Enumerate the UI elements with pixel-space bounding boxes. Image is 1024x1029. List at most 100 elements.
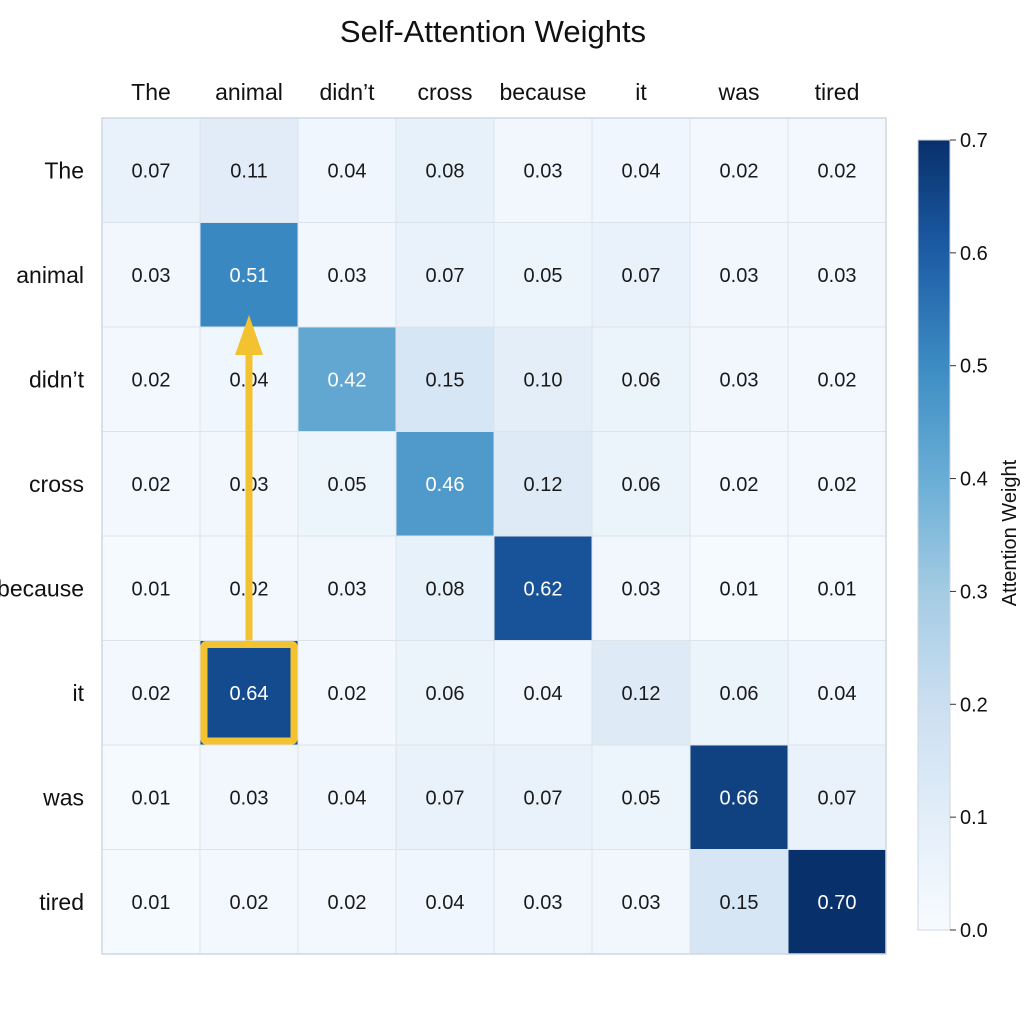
- column-label: because: [500, 79, 587, 105]
- heatmap-cell: [395, 431, 495, 537]
- cell-value-label: 0.01: [132, 787, 171, 809]
- row-label: was: [42, 784, 84, 810]
- cell-value-label: 0.12: [622, 683, 661, 705]
- colorbar-tick-label: 0.1: [960, 807, 988, 829]
- heatmap-cell: [395, 849, 495, 955]
- cell-value-label: 0.03: [622, 892, 661, 914]
- heatmap-cell: [101, 431, 201, 537]
- heatmap-cell: [395, 117, 495, 223]
- cell-value-label: 0.01: [818, 578, 857, 600]
- cell-value-label: 0.66: [720, 787, 759, 809]
- cell-value-label: 0.03: [720, 265, 759, 287]
- heatmap-cell: [101, 117, 201, 223]
- heatmap-cell: [787, 431, 887, 537]
- heatmap-cell: [101, 326, 201, 432]
- cell-value-label: 0.01: [720, 578, 759, 600]
- colorbar-tick-label: 0.0: [960, 920, 988, 942]
- cell-value-label: 0.08: [426, 578, 465, 600]
- cell-value-label: 0.02: [818, 160, 857, 182]
- heatmap-cell: [689, 535, 789, 641]
- cell-value-label: 0.03: [524, 892, 563, 914]
- cell-value-label: 0.07: [524, 787, 563, 809]
- cell-value-label: 0.02: [328, 683, 367, 705]
- cell-value-label: 0.07: [426, 265, 465, 287]
- cell-value-label: 0.05: [622, 787, 661, 809]
- cell-value-label: 0.42: [328, 369, 367, 391]
- heatmap-cell: [493, 849, 593, 955]
- heatmap-cell: [493, 117, 593, 223]
- heatmap-cell: [591, 222, 691, 328]
- heatmap-cell: [591, 117, 691, 223]
- heatmap-cell: [493, 744, 593, 850]
- cell-value-label: 0.08: [426, 160, 465, 182]
- row-label: cross: [29, 471, 84, 497]
- cell-value-label: 0.70: [818, 892, 857, 914]
- column-label: animal: [215, 79, 283, 105]
- cell-value-label: 0.04: [328, 787, 367, 809]
- heatmap-cell: [591, 326, 691, 432]
- heatmap-cell: [297, 640, 397, 746]
- heatmap-cell: [689, 222, 789, 328]
- cell-value-label: 0.02: [818, 369, 857, 391]
- colorbar-tick-label: 0.2: [960, 694, 988, 716]
- colorbar-tick-label: 0.7: [960, 130, 988, 152]
- cell-value-label: 0.06: [720, 683, 759, 705]
- heatmap-cell: [493, 222, 593, 328]
- cell-value-label: 0.07: [426, 787, 465, 809]
- cell-value-label: 0.07: [132, 160, 171, 182]
- cell-value-label: 0.07: [818, 787, 857, 809]
- row-label: didn’t: [29, 366, 85, 392]
- heatmap-cell: [395, 744, 495, 850]
- grid-border: [101, 117, 887, 955]
- heatmap-cell: [199, 222, 299, 328]
- heatmap-cells: 0.07 0.11 0.04 0.08 0.03 0.04 0.02 0.02 0.03 0.51…: [101, 117, 887, 955]
- cell-value-label: 0.04: [328, 160, 367, 182]
- heatmap-cell: [493, 535, 593, 641]
- heatmap-cell: [199, 744, 299, 850]
- cell-value-label: 0.03: [328, 578, 367, 600]
- cell-value-label: 0.03: [132, 265, 171, 287]
- cell-value-label: 0.03: [622, 578, 661, 600]
- cell-value-label: 0.04: [426, 892, 465, 914]
- cell-value-label: 0.03: [524, 160, 563, 182]
- cell-value-label: 0.04: [524, 683, 563, 705]
- cell-value-label: 0.12: [524, 474, 563, 496]
- highlight-overlay: [200, 315, 298, 745]
- cell-value-label: 0.06: [622, 474, 661, 496]
- cell-value-label: 0.46: [426, 474, 465, 496]
- heatmap-cell: [689, 849, 789, 955]
- colorbar-tick-label: 0.4: [960, 469, 988, 491]
- cell-value-label: 0.10: [524, 369, 563, 391]
- heatmap-cell: [591, 640, 691, 746]
- heatmap-cell: [787, 222, 887, 328]
- cell-value-label: 0.51: [230, 265, 269, 287]
- cell-value-label: 0.04: [818, 683, 857, 705]
- cell-value-label: 0.01: [132, 578, 171, 600]
- heatmap-cell: [395, 222, 495, 328]
- cell-value-label: 0.07: [622, 265, 661, 287]
- heatmap-cell: [493, 431, 593, 537]
- heatmap-cell: [689, 431, 789, 537]
- row-label: animal: [16, 262, 84, 288]
- colorbar: 0.0 0.1 0.2 0.3 0.4 0.5 0.6 0.7 Attention Weight: [917, 130, 1021, 942]
- colorbar-label: Attention Weight: [999, 459, 1021, 606]
- cell-value-label: 0.03: [818, 265, 857, 287]
- colorbar-gradient: [917, 139, 951, 931]
- column-label: tired: [815, 79, 860, 105]
- cell-value-label: 0.02: [328, 892, 367, 914]
- heatmap-cell: [199, 117, 299, 223]
- row-label: tired: [39, 889, 84, 915]
- cell-value-label: 0.15: [426, 369, 465, 391]
- column-label: The: [131, 79, 171, 105]
- column-label: it: [635, 79, 647, 105]
- cell-value-label: 0.06: [622, 369, 661, 391]
- cell-value-label: 0.05: [524, 265, 563, 287]
- cell-value-label: 0.02: [132, 369, 171, 391]
- cell-value-label: 0.01: [132, 892, 171, 914]
- cell-value-label: 0.15: [720, 892, 759, 914]
- cell-value-label: 0.02: [132, 474, 171, 496]
- heatmap-cell: [297, 326, 397, 432]
- cell-value-label: 0.02: [720, 160, 759, 182]
